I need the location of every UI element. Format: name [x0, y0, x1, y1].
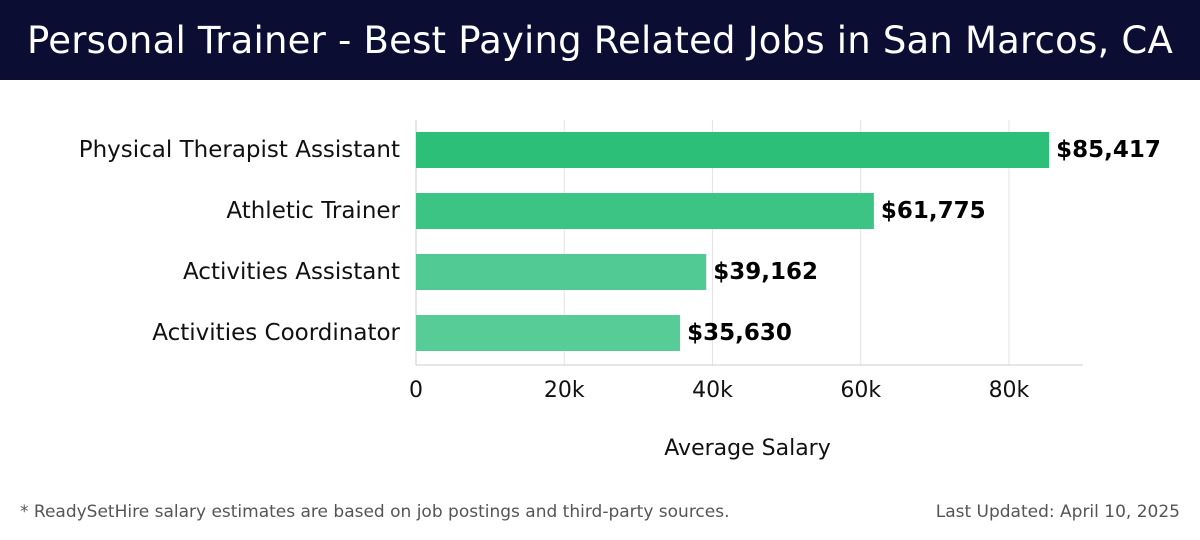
salary-bar-chart: Physical Therapist Assistant $85,417 Athle…: [79, 120, 1161, 461]
x-tick-label: 60k: [840, 378, 881, 403]
x-axis-title: Average Salary: [664, 436, 830, 461]
value-label: $85,417: [1056, 137, 1161, 163]
category-label: Activities Assistant: [183, 259, 400, 285]
category-label: Activities Coordinator: [152, 320, 400, 346]
category-label: Physical Therapist Assistant: [79, 137, 400, 163]
value-label: $39,162: [713, 259, 818, 285]
chart-title: Personal Trainer - Best Paying Related J…: [27, 18, 1173, 62]
bar: [416, 254, 707, 290]
x-tick-label: 40k: [692, 378, 733, 403]
x-tick-label: 0: [409, 378, 423, 403]
bar: [416, 315, 681, 351]
bar: [416, 193, 874, 229]
chart-header: Personal Trainer - Best Paying Related J…: [0, 0, 1200, 80]
last-updated: Last Updated: April 10, 2025: [935, 502, 1180, 522]
value-label: $61,775: [881, 198, 986, 224]
value-label: $35,630: [687, 320, 792, 346]
category-label: Athletic Trainer: [226, 198, 400, 224]
bar: [416, 132, 1050, 168]
x-tick-label: 20k: [544, 378, 585, 403]
x-tick-label: 80k: [989, 378, 1030, 403]
footnote: * ReadySetHire salary estimates are base…: [20, 502, 730, 522]
